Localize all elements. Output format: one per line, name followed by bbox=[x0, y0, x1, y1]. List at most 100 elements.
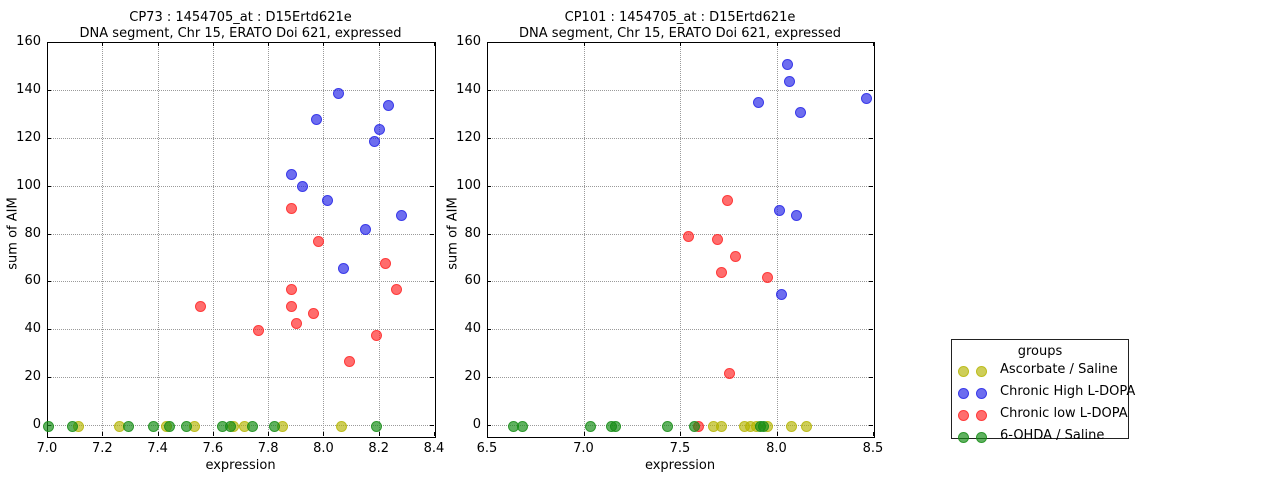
y-tick-label: 140 bbox=[16, 81, 41, 97]
x-tick bbox=[378, 42, 380, 46]
legend-marker-icon bbox=[957, 365, 969, 377]
y-tick-label: 100 bbox=[456, 177, 481, 193]
y-tick bbox=[869, 137, 873, 139]
x-tick bbox=[776, 42, 778, 46]
data-point bbox=[194, 300, 206, 312]
data-point bbox=[164, 420, 176, 432]
gridline bbox=[378, 42, 380, 436]
x-tick bbox=[323, 432, 325, 436]
data-point bbox=[360, 224, 372, 236]
gridline bbox=[268, 42, 270, 436]
y-tick bbox=[869, 281, 873, 283]
x-tick bbox=[157, 42, 159, 46]
plot-subtitle: DNA segment, Chr 15, ERATO Doi 621, expr… bbox=[79, 26, 402, 41]
gridline bbox=[47, 89, 434, 91]
y-tick bbox=[47, 233, 51, 235]
y-tick-label: 120 bbox=[456, 129, 481, 145]
data-point bbox=[285, 284, 297, 296]
data-point bbox=[758, 420, 770, 432]
y-tick-label: 40 bbox=[464, 321, 481, 337]
x-tick bbox=[212, 42, 214, 46]
gridline bbox=[47, 185, 434, 187]
x-tick bbox=[434, 42, 435, 46]
data-point bbox=[122, 420, 134, 432]
data-point bbox=[396, 209, 408, 221]
y-tick bbox=[869, 377, 873, 379]
y-tick bbox=[869, 42, 873, 43]
data-point bbox=[332, 87, 344, 99]
x-tick bbox=[776, 432, 778, 436]
legend-marker-icon bbox=[975, 387, 987, 399]
y-axis-label: sum of AIM bbox=[5, 196, 21, 270]
y-tick bbox=[869, 89, 873, 91]
x-tick-label: 6.5 bbox=[476, 441, 498, 456]
data-point bbox=[321, 195, 333, 207]
data-point bbox=[307, 307, 319, 319]
x-tick bbox=[157, 432, 159, 436]
gridline bbox=[212, 42, 214, 436]
data-point bbox=[247, 420, 259, 432]
data-point bbox=[775, 288, 787, 300]
y-tick bbox=[487, 233, 491, 235]
data-point bbox=[723, 367, 735, 379]
y-tick bbox=[869, 425, 873, 426]
x-tick bbox=[268, 42, 270, 46]
data-point bbox=[729, 250, 741, 262]
legend-entry: 6-OHDA / Saline bbox=[952, 425, 1128, 447]
x-tick bbox=[434, 432, 435, 436]
data-point bbox=[721, 195, 733, 207]
legend-entry-label: 6-OHDA / Saline bbox=[1000, 428, 1105, 443]
x-tick bbox=[583, 432, 585, 436]
data-point bbox=[374, 123, 386, 135]
legend-entry: Chronic low L-DOPA bbox=[952, 403, 1128, 425]
legend-marker-icon bbox=[957, 409, 969, 421]
y-tick bbox=[430, 425, 434, 426]
data-point bbox=[371, 420, 383, 432]
data-point bbox=[783, 75, 795, 87]
data-point bbox=[716, 420, 728, 432]
x-tick-label: 7.5 bbox=[669, 441, 691, 456]
y-tick bbox=[869, 233, 873, 235]
x-tick bbox=[102, 42, 104, 46]
y-tick bbox=[47, 185, 51, 187]
gridline bbox=[487, 329, 873, 331]
x-tick bbox=[680, 432, 681, 436]
data-point bbox=[368, 135, 380, 147]
x-tick bbox=[268, 432, 270, 436]
y-tick-label: 40 bbox=[24, 321, 41, 337]
gridline bbox=[47, 377, 434, 379]
data-point bbox=[762, 272, 774, 284]
x-tick bbox=[102, 432, 104, 436]
data-point bbox=[335, 420, 347, 432]
x-tick bbox=[378, 432, 380, 436]
data-point bbox=[791, 209, 803, 221]
gridline bbox=[487, 137, 873, 139]
plot-title: CP101 : 1454705_at : D15Ertd621e bbox=[564, 10, 796, 25]
y-tick bbox=[487, 329, 491, 331]
data-point bbox=[683, 231, 695, 243]
legend-marker-icon bbox=[975, 409, 987, 421]
x-tick bbox=[873, 432, 874, 436]
y-tick bbox=[430, 185, 434, 187]
gridline bbox=[583, 42, 585, 436]
gridline bbox=[323, 42, 325, 436]
x-tick bbox=[212, 432, 214, 436]
x-tick bbox=[323, 42, 325, 46]
plot-title: CP73 : 1454705_at : D15Ertd621e bbox=[129, 10, 352, 25]
gridline bbox=[47, 281, 434, 283]
y-tick-label: 100 bbox=[16, 177, 41, 193]
legend-entry-label: Ascorbate / Saline bbox=[1000, 362, 1118, 377]
y-tick bbox=[487, 137, 491, 139]
data-point bbox=[224, 420, 236, 432]
legend-entry-label: Chronic low L-DOPA bbox=[1000, 406, 1128, 421]
y-tick bbox=[487, 377, 491, 379]
x-tick-label: 8.0 bbox=[766, 441, 787, 456]
gridline bbox=[487, 377, 873, 379]
data-point bbox=[269, 420, 281, 432]
y-tick-label: 140 bbox=[456, 81, 481, 97]
plot-area bbox=[47, 42, 436, 438]
data-point bbox=[285, 169, 297, 181]
gridline bbox=[487, 185, 873, 187]
y-tick bbox=[487, 185, 491, 187]
